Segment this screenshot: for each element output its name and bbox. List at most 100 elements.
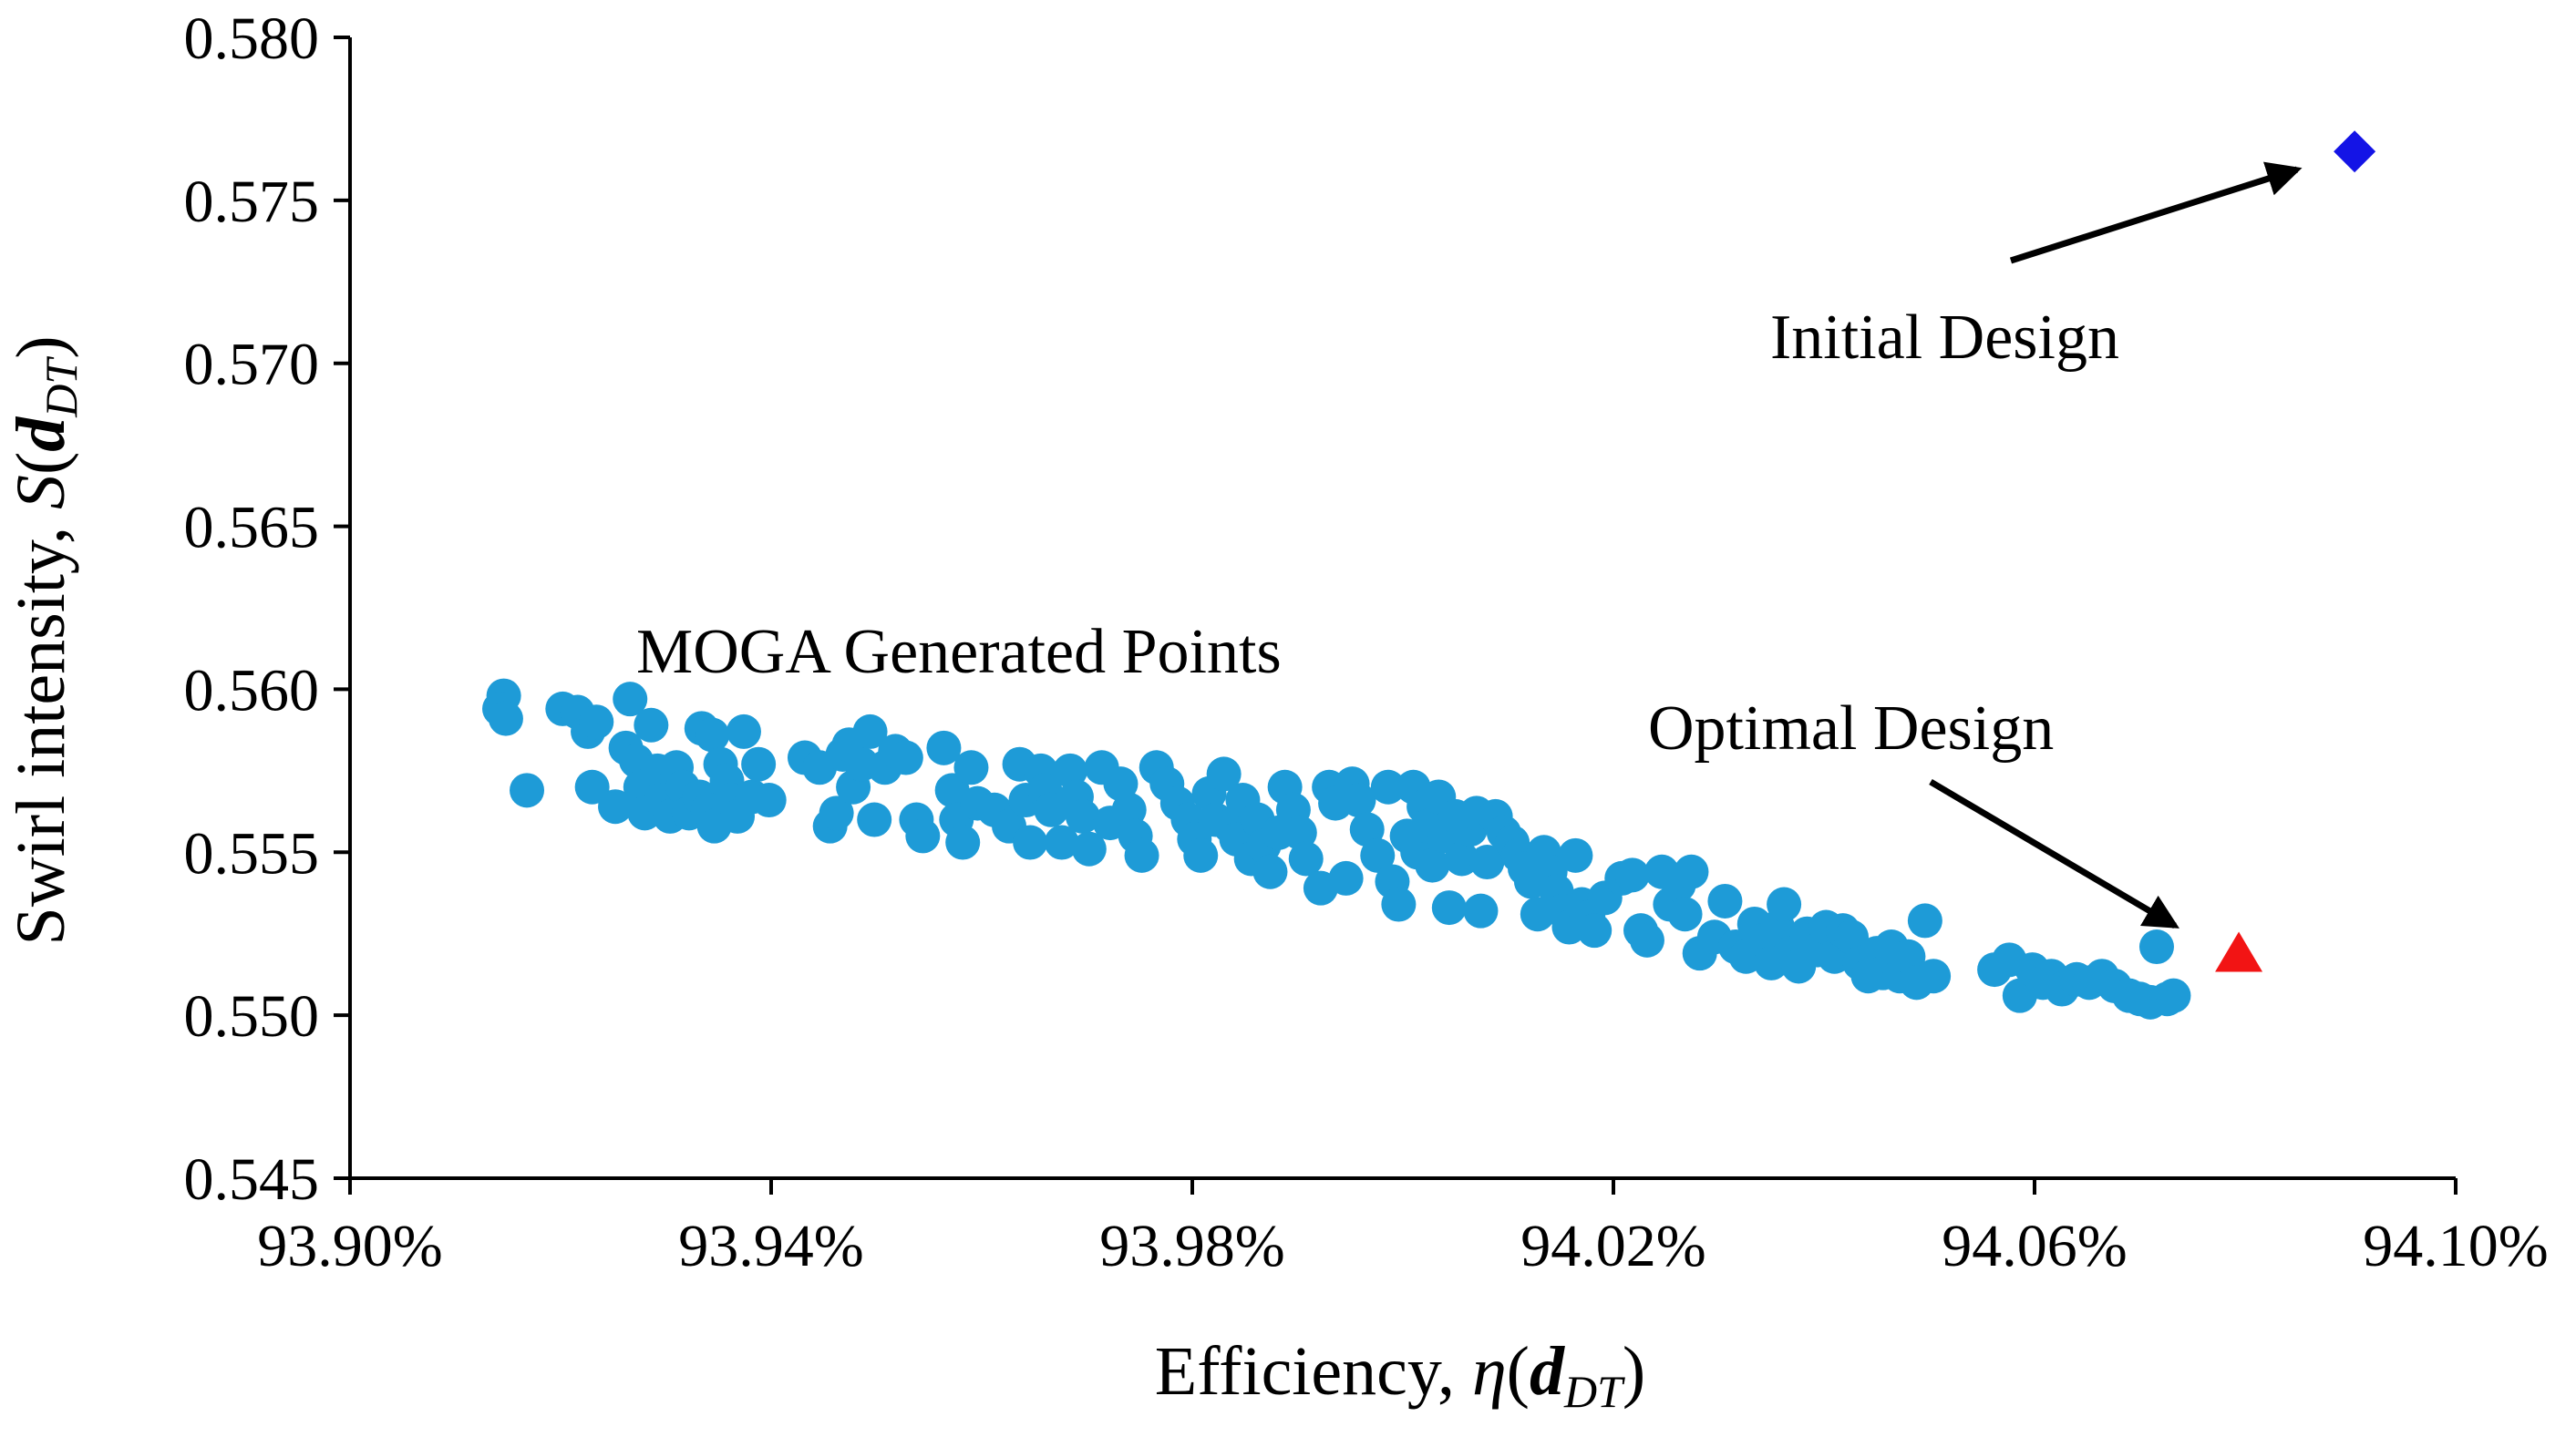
y-axis-title-prefix: Swirl intensity, xyxy=(3,509,79,946)
moga-point xyxy=(1415,847,1450,883)
x-axis-title-subscript: DT xyxy=(1563,1366,1625,1417)
arrow-optimal-design xyxy=(1929,778,2179,929)
moga-point xyxy=(488,701,523,736)
moga-point xyxy=(613,682,648,717)
moga-point xyxy=(510,773,545,808)
series-initial-design xyxy=(2334,130,2376,173)
moga-point xyxy=(888,740,923,775)
y-tick-label: 0.580 xyxy=(184,5,320,72)
moga-point xyxy=(726,713,761,749)
moga-point xyxy=(1349,812,1385,847)
moga-point xyxy=(1282,815,1317,850)
optimal-design-marker xyxy=(2215,931,2263,972)
moga-point xyxy=(1463,893,1499,929)
moga-point xyxy=(579,704,614,740)
x-axis-title-symbol: η xyxy=(1472,1333,1507,1410)
moga-point xyxy=(2156,978,2191,1013)
data-points xyxy=(482,130,2376,1020)
moga-point xyxy=(1103,766,1139,802)
moga-point xyxy=(945,825,981,860)
y-tick-label: 0.545 xyxy=(184,1146,320,1213)
moga-point xyxy=(751,783,787,818)
moga-point xyxy=(1667,897,1703,932)
moga-point xyxy=(598,789,634,825)
moga-point xyxy=(1360,837,1396,873)
x-tick-label: 94.06% xyxy=(1942,1213,2127,1279)
moga-point xyxy=(1111,792,1147,827)
y-axis-title-symbol: S xyxy=(3,475,79,509)
y-axis-title-subscript: DT xyxy=(36,356,87,418)
x-axis-title-vector: d xyxy=(1530,1333,1565,1410)
x-tick-label: 94.02% xyxy=(1520,1213,1705,1279)
x-axis-title: Efficiency, η(dDT) xyxy=(1155,1333,1645,1417)
moga-point xyxy=(2138,929,2174,965)
moga-point xyxy=(634,707,669,743)
x-axis-title-open: ( xyxy=(1507,1333,1530,1410)
arrow-initial-design xyxy=(2009,161,2303,264)
moga-point xyxy=(574,769,610,805)
x-axis-title-close: ) xyxy=(1623,1333,1645,1410)
moga-point xyxy=(1629,922,1664,958)
moga-point xyxy=(1013,825,1048,860)
moga-point xyxy=(1044,825,1079,860)
annotation-initial-design: Initial Design xyxy=(1770,303,2119,373)
moga-point xyxy=(1891,939,1926,974)
annotation-optimal-design: Optimal Design xyxy=(1648,693,2054,764)
y-tick-label: 0.570 xyxy=(184,332,320,398)
moga-point xyxy=(1053,753,1088,788)
moga-point xyxy=(1252,854,1288,889)
y-axis-title-open: ( xyxy=(3,452,79,475)
y-tick-label: 0.575 xyxy=(184,169,320,235)
moga-point xyxy=(852,713,888,749)
moga-point xyxy=(1341,783,1376,818)
x-tick-label: 93.90% xyxy=(257,1213,442,1279)
series-moga-generated-points xyxy=(482,678,2191,1020)
y-axis-ticks: 0.545 0.550 0.555 0.560 0.565 0.570 0.575 0.580 xyxy=(184,5,350,1213)
moga-point xyxy=(905,818,941,854)
moga-point xyxy=(953,750,989,785)
moga-point xyxy=(1206,756,1242,792)
y-axis-title-close: ) xyxy=(3,335,79,358)
moga-point xyxy=(1124,837,1159,873)
initial-design-marker xyxy=(2334,130,2376,173)
moga-point xyxy=(1707,883,1743,919)
x-axis-ticks: 93.90% 93.94% 93.98% 94.02% 94.06% 94.10% xyxy=(257,1178,2549,1279)
series-optimal-design xyxy=(2215,931,2263,972)
moga-point xyxy=(1916,959,1952,994)
moga-point xyxy=(1558,837,1593,873)
moga-point xyxy=(1288,841,1324,877)
moga-point xyxy=(741,746,777,782)
y-axis-title: Swirl intensity, S(dDT) xyxy=(3,335,87,945)
moga-point xyxy=(1381,887,1417,922)
moga-point xyxy=(1767,887,1802,922)
moga-point xyxy=(857,802,892,837)
y-tick-label: 0.560 xyxy=(184,657,320,724)
x-tick-label: 94.10% xyxy=(2363,1213,2548,1279)
moga-point xyxy=(819,795,854,831)
moga-point xyxy=(1183,837,1219,873)
y-tick-label: 0.565 xyxy=(184,495,320,561)
moga-point xyxy=(1328,860,1364,896)
moga-point xyxy=(1577,913,1613,949)
moga-point xyxy=(1907,903,1942,939)
moga-point xyxy=(1469,845,1505,880)
moga-point xyxy=(1370,769,1406,805)
moga-point xyxy=(695,717,730,753)
moga-point xyxy=(1834,919,1870,955)
moga-point xyxy=(1071,831,1107,867)
moga-point xyxy=(1614,857,1650,893)
y-tick-label: 0.550 xyxy=(184,983,320,1050)
moga-point xyxy=(926,730,962,765)
moga-point xyxy=(1674,854,1709,889)
y-axis-title-vector: d xyxy=(3,416,79,452)
annotation-moga-generated-points: MOGA Generated Points xyxy=(636,617,1282,687)
moga-point xyxy=(1065,798,1100,834)
x-tick-label: 93.94% xyxy=(678,1213,863,1279)
x-axis-title-prefix: Efficiency, xyxy=(1155,1333,1472,1410)
moga-point xyxy=(1444,841,1479,877)
y-tick-label: 0.555 xyxy=(184,820,320,887)
moga-point xyxy=(1431,890,1467,926)
x-tick-label: 93.98% xyxy=(1099,1213,1284,1279)
moga-point xyxy=(1520,897,1555,932)
